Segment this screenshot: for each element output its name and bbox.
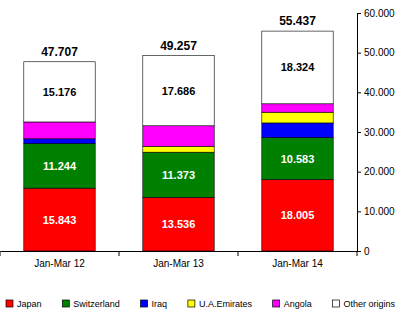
bar-segment: [262, 31, 333, 104]
legend-swatch: [141, 300, 148, 307]
y-tick-mark: [357, 13, 361, 14]
legend-label: Other origins: [343, 299, 395, 309]
legend-label: Japan: [17, 299, 42, 309]
legend-label: Angola: [284, 299, 312, 309]
category-separator: [357, 251, 358, 256]
y-tick-label: 10.000: [364, 206, 395, 217]
total-label: 47.707: [41, 45, 78, 59]
data-label: 15.843: [43, 214, 77, 226]
y-tick-mark: [357, 53, 361, 54]
legend-swatch: [62, 300, 69, 307]
y-tick: 50.000: [357, 47, 395, 58]
bar-segment: [24, 144, 95, 189]
y-tick-label: 60.000: [364, 8, 395, 19]
bars: [24, 31, 333, 251]
bar-segment: [24, 122, 95, 139]
category-separator: [119, 251, 120, 256]
y-tick-mark: [357, 132, 361, 133]
y-tick: 20.000: [357, 166, 395, 177]
legend-item: Angola: [273, 299, 312, 309]
total-label: 55.437: [279, 14, 316, 28]
bar-segment: [262, 138, 333, 180]
data-label: 13.536: [162, 218, 196, 230]
legend-swatch: [332, 300, 339, 307]
y-tick-mark: [357, 251, 361, 252]
y-tick-label: 30.000: [364, 127, 395, 138]
data-labels: 15.843 13.536 18.005 11.244 11.373 10.583 15.1…: [43, 61, 316, 230]
bar-segment: [262, 123, 333, 138]
category-separator: [0, 251, 1, 256]
bar-segment: [262, 180, 333, 251]
bar-segment: [24, 188, 95, 251]
data-label: 17.686: [162, 85, 196, 97]
x-axis: Jan-Mar 12 Jan-Mar 13 Jan-Mar 14: [1, 251, 358, 269]
x-tick: Jan-Mar 14: [272, 251, 323, 269]
x-tick-label: Jan-Mar 13: [153, 258, 204, 269]
x-tick-label: Jan-Mar 12: [34, 258, 85, 269]
data-label: 18.005: [281, 209, 315, 221]
y-tick: 0: [357, 246, 370, 257]
legend-label: Iraq: [152, 299, 168, 309]
total-label: 49.257: [160, 39, 197, 53]
y-tick-label: 20.000: [364, 166, 395, 177]
legend-label: U.A.Emirates: [199, 299, 253, 309]
data-label: 11.244: [43, 160, 77, 172]
x-axis-line: [1, 251, 358, 252]
y-tick-label: 40.000: [364, 87, 395, 98]
y-tick-label: 50.000: [364, 47, 395, 58]
bar-segment: [143, 126, 214, 146]
y-tick: 40.000: [357, 87, 395, 98]
legend-item: Switzerland: [62, 299, 120, 309]
chart: 15.843 13.536 18.005 11.244 11.373 10.583 15.1…: [0, 0, 401, 320]
y-tick: 60.000: [357, 8, 395, 19]
legend-item: Iraq: [141, 299, 168, 309]
data-label: 18.324: [281, 61, 316, 73]
legend-swatch: [273, 300, 280, 307]
bar-segment: [143, 146, 214, 152]
x-tick: Jan-Mar 13: [153, 251, 204, 269]
legend-item: U.A.Emirates: [188, 299, 253, 309]
legend-item: Japan: [6, 299, 42, 309]
y-tick: 30.000: [357, 127, 395, 138]
data-label: 10.583: [281, 153, 315, 165]
data-label: 11.373: [162, 169, 195, 181]
bar-segment: [262, 112, 333, 123]
bar-segment: [262, 104, 333, 112]
category-separator: [238, 251, 239, 256]
y-axis: 0 10.000 20.000 30.000 40.000 50.000 60.000: [357, 8, 395, 257]
legend-swatch: [6, 300, 13, 307]
legend: Japan Switzerland Iraq U.A.Emirates Angola Ot…: [6, 299, 395, 309]
y-tick-mark: [357, 211, 361, 212]
bar-segment: [143, 56, 214, 126]
legend-swatch: [188, 300, 195, 307]
y-tick-mark: [357, 172, 361, 173]
bar-segment: [24, 62, 95, 122]
legend-label: Switzerland: [73, 299, 120, 309]
x-tick: Jan-Mar 12: [34, 251, 85, 269]
bar-segment: [143, 197, 214, 251]
legend-item: Other origins: [332, 299, 395, 309]
y-axis-line: [358, 14, 362, 252]
x-tick-label: Jan-Mar 14: [272, 258, 323, 269]
y-tick: 10.000: [357, 206, 395, 217]
data-label: 15.176: [43, 86, 77, 98]
bar-segment: [24, 139, 95, 144]
bar-segment: [143, 152, 214, 197]
y-tick-mark: [357, 92, 361, 93]
y-tick-label: 0: [364, 246, 370, 257]
